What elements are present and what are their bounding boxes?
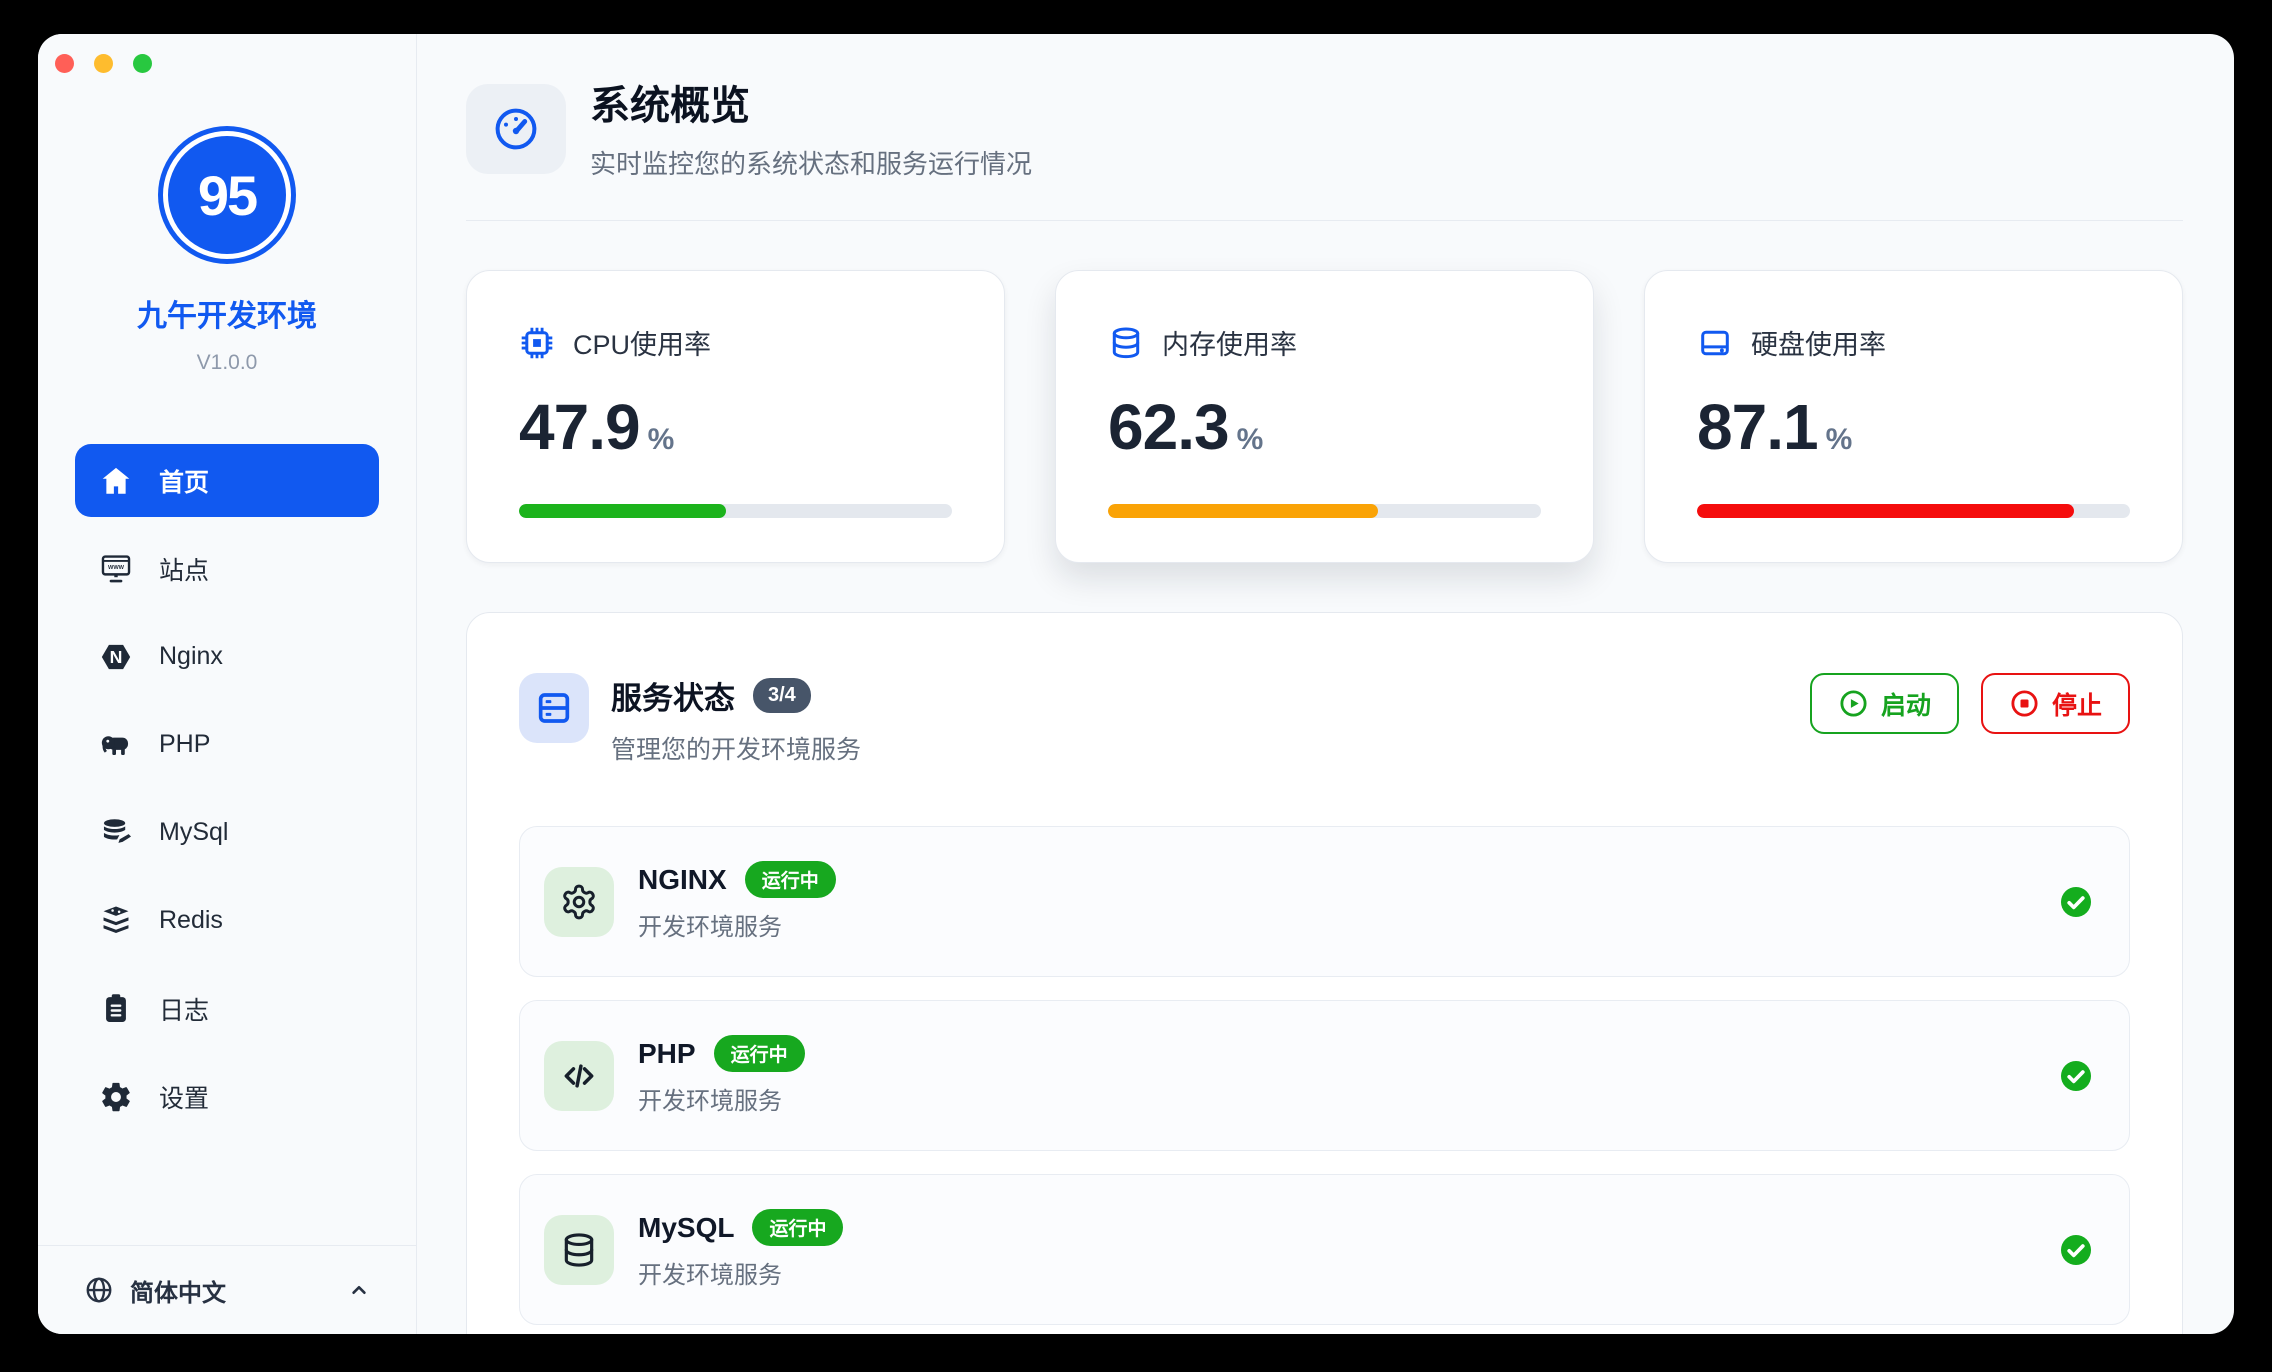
home-icon	[99, 464, 133, 498]
memory-progress-track	[1108, 504, 1541, 518]
sidebar-item-label: 日志	[159, 996, 210, 1025]
metric-cards: CPU使用率 47.9 %	[466, 270, 2183, 563]
app-name: 九午开发环境	[137, 300, 317, 333]
page-header-text: 系统概览 实时监控您的系统状态和服务运行情况	[590, 84, 1032, 181]
sidebar-item-redis[interactable]: Redis	[75, 884, 379, 957]
globe-icon	[84, 1275, 114, 1305]
service-name: MySQL	[638, 1211, 735, 1243]
sidebar-nav: 首页 WWW 站点 N	[38, 444, 416, 1133]
service-name: NGINX	[638, 863, 727, 895]
sidebar-item-label: 站点	[159, 556, 210, 585]
sidebar-item-logs[interactable]: 日志	[75, 972, 379, 1045]
sidebar-item-php[interactable]: PHP	[75, 708, 379, 781]
memory-progress-fill	[1108, 504, 1378, 518]
service-row-nginx[interactable]: NGINX 运行中 开发环境服务	[519, 826, 2130, 977]
disk-progress-track	[1697, 504, 2130, 518]
service-description: 开发环境服务	[638, 1262, 782, 1289]
metric-unit: %	[1825, 423, 1853, 456]
service-description: 开发环境服务	[638, 1088, 782, 1115]
disk-usage-card: 硬盘使用率 87.1 %	[1644, 270, 2183, 563]
metric-value: 62.3	[1108, 391, 1230, 463]
language-label: 简体中文	[130, 1279, 226, 1307]
code-icon	[544, 1040, 614, 1111]
service-row-php[interactable]: PHP 运行中 开发环境服务	[519, 1000, 2130, 1151]
service-status-badge: 运行中	[713, 1035, 805, 1072]
service-description: 开发环境服务	[638, 914, 782, 941]
sidebar-item-sites[interactable]: WWW 站点	[75, 532, 379, 605]
minimize-button[interactable]	[94, 54, 113, 73]
sidebar-item-nginx[interactable]: N Nginx	[75, 620, 379, 693]
play-circle-icon	[1838, 688, 1869, 719]
cpu-icon	[519, 325, 555, 361]
metric-label: 内存使用率	[1162, 330, 1297, 360]
main-content: 系统概览 实时监控您的系统状态和服务运行情况 CPU使用率	[417, 34, 2234, 1334]
disk-progress-fill	[1697, 504, 2075, 518]
memory-usage-card: 内存使用率 62.3 %	[1055, 270, 1594, 563]
traffic-lights	[55, 54, 152, 73]
close-button[interactable]	[55, 54, 74, 73]
metric-value: 47.9	[519, 391, 641, 463]
page-header: 系统概览 实时监控您的系统状态和服务运行情况	[466, 34, 2183, 221]
sidebar-item-settings[interactable]: 设置	[75, 1060, 379, 1133]
cog-icon	[544, 866, 614, 937]
settings-gear-icon	[99, 1080, 133, 1114]
app-logo: 95	[163, 131, 291, 259]
sidebar-item-label: MySql	[159, 818, 229, 846]
start-button-label: 启动	[1880, 691, 1931, 720]
server-icon	[519, 673, 589, 743]
service-name: PHP	[638, 1037, 696, 1069]
service-status-badge: 运行中	[752, 1209, 844, 1246]
log-clipboard-icon	[99, 992, 133, 1026]
sidebar-item-home[interactable]: 首页	[75, 444, 379, 517]
check-circle-icon	[2059, 1059, 2093, 1093]
running-count-badge: 3/4	[753, 678, 811, 713]
metric-unit: %	[647, 423, 675, 456]
metric-label: CPU使用率	[573, 330, 712, 360]
mysql-database-icon	[99, 816, 133, 850]
nginx-hexagon-icon: N	[99, 640, 133, 674]
svg-text:N: N	[110, 647, 123, 667]
page-title: 系统概览	[590, 84, 750, 128]
stop-circle-icon	[2009, 688, 2040, 719]
metric-unit: %	[1236, 423, 1264, 456]
memory-icon	[1108, 325, 1144, 361]
monitor-icon: WWW	[99, 552, 133, 586]
cpu-usage-card: CPU使用率 47.9 %	[466, 270, 1005, 563]
redis-stack-icon	[99, 904, 133, 938]
sidebar: 95 九午开发环境 V1.0.0 首页 WWW	[38, 34, 417, 1334]
metric-value: 87.1	[1697, 391, 1819, 463]
sidebar-item-label: Nginx	[159, 642, 223, 670]
php-elephant-icon	[99, 728, 133, 762]
section-title: 服务状态	[611, 681, 735, 716]
brand-block: 95 九午开发环境 V1.0.0	[38, 131, 416, 375]
page-subtitle: 实时监控您的系统状态和服务运行情况	[590, 149, 1033, 179]
sidebar-item-label: 首页	[159, 468, 210, 497]
service-status-section: 服务状态 3/4 管理您的开发环境服务 启动	[466, 612, 2183, 1334]
start-all-button[interactable]: 启动	[1809, 673, 1959, 734]
service-status-badge: 运行中	[744, 861, 836, 898]
section-subtitle: 管理您的开发环境服务	[611, 736, 862, 764]
gauge-icon	[466, 84, 566, 174]
check-circle-icon	[2059, 1233, 2093, 1267]
stop-all-button[interactable]: 停止	[1980, 673, 2130, 734]
chevron-up-icon[interactable]	[346, 1277, 372, 1303]
app-version: V1.0.0	[196, 351, 258, 374]
sidebar-item-mysql[interactable]: MySql	[75, 796, 379, 869]
sidebar-item-label: PHP	[159, 730, 211, 758]
maximize-button[interactable]	[133, 54, 152, 73]
cpu-progress-fill	[519, 504, 727, 518]
service-row-mysql[interactable]: MySQL 运行中 开发环境服务	[519, 1174, 2130, 1325]
sidebar-item-label: 设置	[159, 1084, 210, 1113]
language-selector[interactable]: 简体中文	[38, 1245, 416, 1334]
check-circle-icon	[2059, 885, 2093, 919]
metric-label: 硬盘使用率	[1751, 330, 1886, 360]
cpu-progress-track	[519, 504, 952, 518]
service-list: NGINX 运行中 开发环境服务	[519, 826, 2130, 1325]
disk-icon	[1697, 325, 1733, 361]
sidebar-item-label: Redis	[159, 906, 223, 934]
svg-text:WWW: WWW	[108, 565, 125, 571]
app-window: 95 九午开发环境 V1.0.0 首页 WWW	[38, 34, 2234, 1334]
stop-button-label: 停止	[2051, 691, 2102, 720]
database-icon	[544, 1214, 614, 1285]
